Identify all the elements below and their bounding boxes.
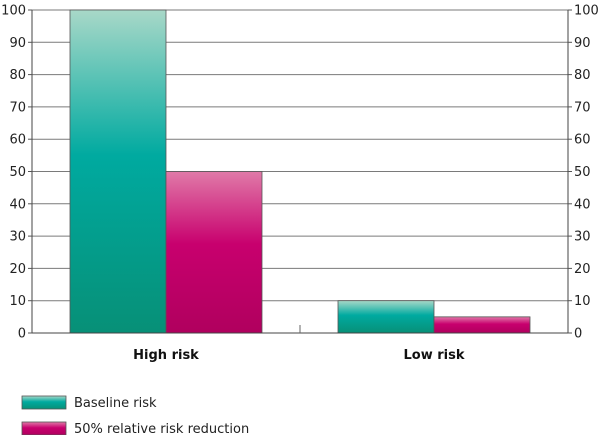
bar-relative-risk-reduction bbox=[433, 316, 531, 334]
y-tick-label: 10 bbox=[9, 294, 26, 309]
y-tick-label: 70 bbox=[574, 100, 591, 115]
bar-baseline-risk bbox=[69, 9, 167, 334]
legend-label: Baseline risk bbox=[74, 396, 157, 411]
legend-swatch bbox=[21, 421, 67, 435]
y-tick-label: 60 bbox=[574, 133, 591, 148]
y-tick-label: 90 bbox=[9, 36, 26, 51]
bar-baseline-risk bbox=[337, 300, 435, 334]
x-category-label: High risk bbox=[133, 348, 199, 363]
x-axis-categories: High risk Low risk bbox=[133, 348, 465, 363]
legend-label: 50% relative risk reduction bbox=[74, 422, 249, 435]
y-tick-label: 40 bbox=[9, 197, 26, 212]
y-tick-label: 40 bbox=[574, 197, 591, 212]
y-tick-label: 100 bbox=[574, 4, 599, 19]
bar-relative-risk-reduction bbox=[165, 171, 263, 334]
y-tick-label: 90 bbox=[574, 36, 591, 51]
legend-swatch bbox=[21, 395, 67, 410]
y-tick-label: 0 bbox=[18, 327, 26, 342]
y-tick-label: 80 bbox=[9, 68, 26, 83]
y-tick-label: 10 bbox=[574, 294, 591, 309]
legend: Baseline risk 50% relative risk reduction bbox=[21, 395, 249, 435]
x-category-label: Low risk bbox=[403, 348, 464, 363]
y-tick-label: 60 bbox=[9, 133, 26, 148]
y-tick-label: 100 bbox=[1, 4, 26, 19]
y-tick-label: 70 bbox=[9, 100, 26, 115]
y-tick-label: 50 bbox=[9, 165, 26, 180]
y-tick-label: 20 bbox=[9, 262, 26, 277]
y-tick-label: 20 bbox=[574, 262, 591, 277]
y-tick-label: 30 bbox=[574, 230, 591, 245]
y-tick-label: 0 bbox=[574, 327, 582, 342]
y-axis-right-ticks: 0 10 20 30 40 50 60 70 80 90 100 bbox=[568, 4, 599, 342]
y-tick-label: 30 bbox=[9, 230, 26, 245]
y-tick-label: 50 bbox=[574, 165, 591, 180]
y-tick-label: 80 bbox=[574, 68, 591, 83]
y-axis-left-ticks: 0 10 20 30 40 50 60 70 80 90 100 bbox=[1, 4, 32, 342]
